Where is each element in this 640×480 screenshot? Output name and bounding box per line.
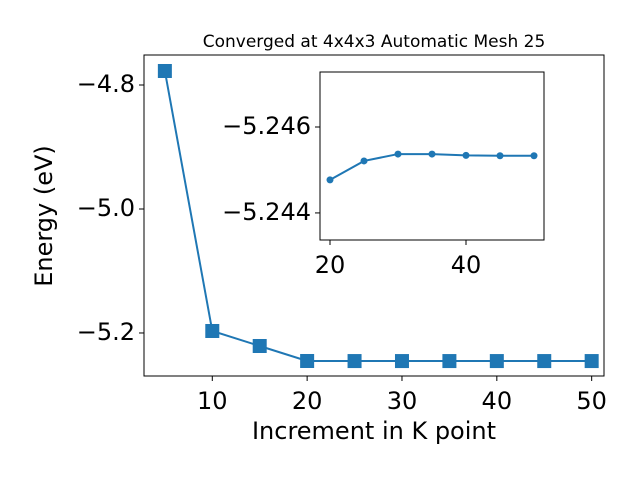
x-tick-label: 50 (576, 387, 607, 415)
y-axis-label: Energy (eV) (30, 145, 58, 287)
marker (584, 354, 599, 369)
marker (347, 354, 362, 369)
marker (394, 354, 409, 369)
marker (157, 63, 172, 78)
marker (530, 152, 538, 160)
y-tick-label: −5.244 (222, 198, 311, 226)
y-tick-label: −5.246 (222, 112, 311, 140)
marker (326, 176, 334, 184)
x-tick-label: 40 (482, 387, 513, 415)
marker (489, 354, 504, 369)
marker (252, 338, 267, 353)
marker (428, 150, 436, 158)
y-tick-label: −5.0 (77, 194, 135, 222)
marker (360, 157, 368, 165)
marker (496, 152, 504, 160)
x-tick-label: 30 (387, 387, 418, 415)
series-line (163, 70, 592, 363)
marker (462, 151, 470, 159)
x-tick-label: 10 (197, 387, 228, 415)
chart-title: Converged at 4x4x3 Automatic Mesh 25 (203, 32, 546, 52)
marker (394, 150, 402, 158)
marker (442, 354, 457, 369)
x-tick-label: 40 (451, 251, 482, 279)
y-tick-label: −5.2 (77, 318, 135, 346)
y-tick-label: −4.8 (77, 70, 135, 98)
x-tick-label: 20 (292, 387, 323, 415)
plot-frame (319, 71, 545, 241)
plot-frame (143, 54, 605, 377)
marker (537, 354, 552, 369)
marker (205, 323, 220, 338)
marker (300, 353, 315, 368)
x-tick-label: 20 (315, 251, 346, 279)
x-axis-label: Increment in K point (252, 417, 496, 445)
